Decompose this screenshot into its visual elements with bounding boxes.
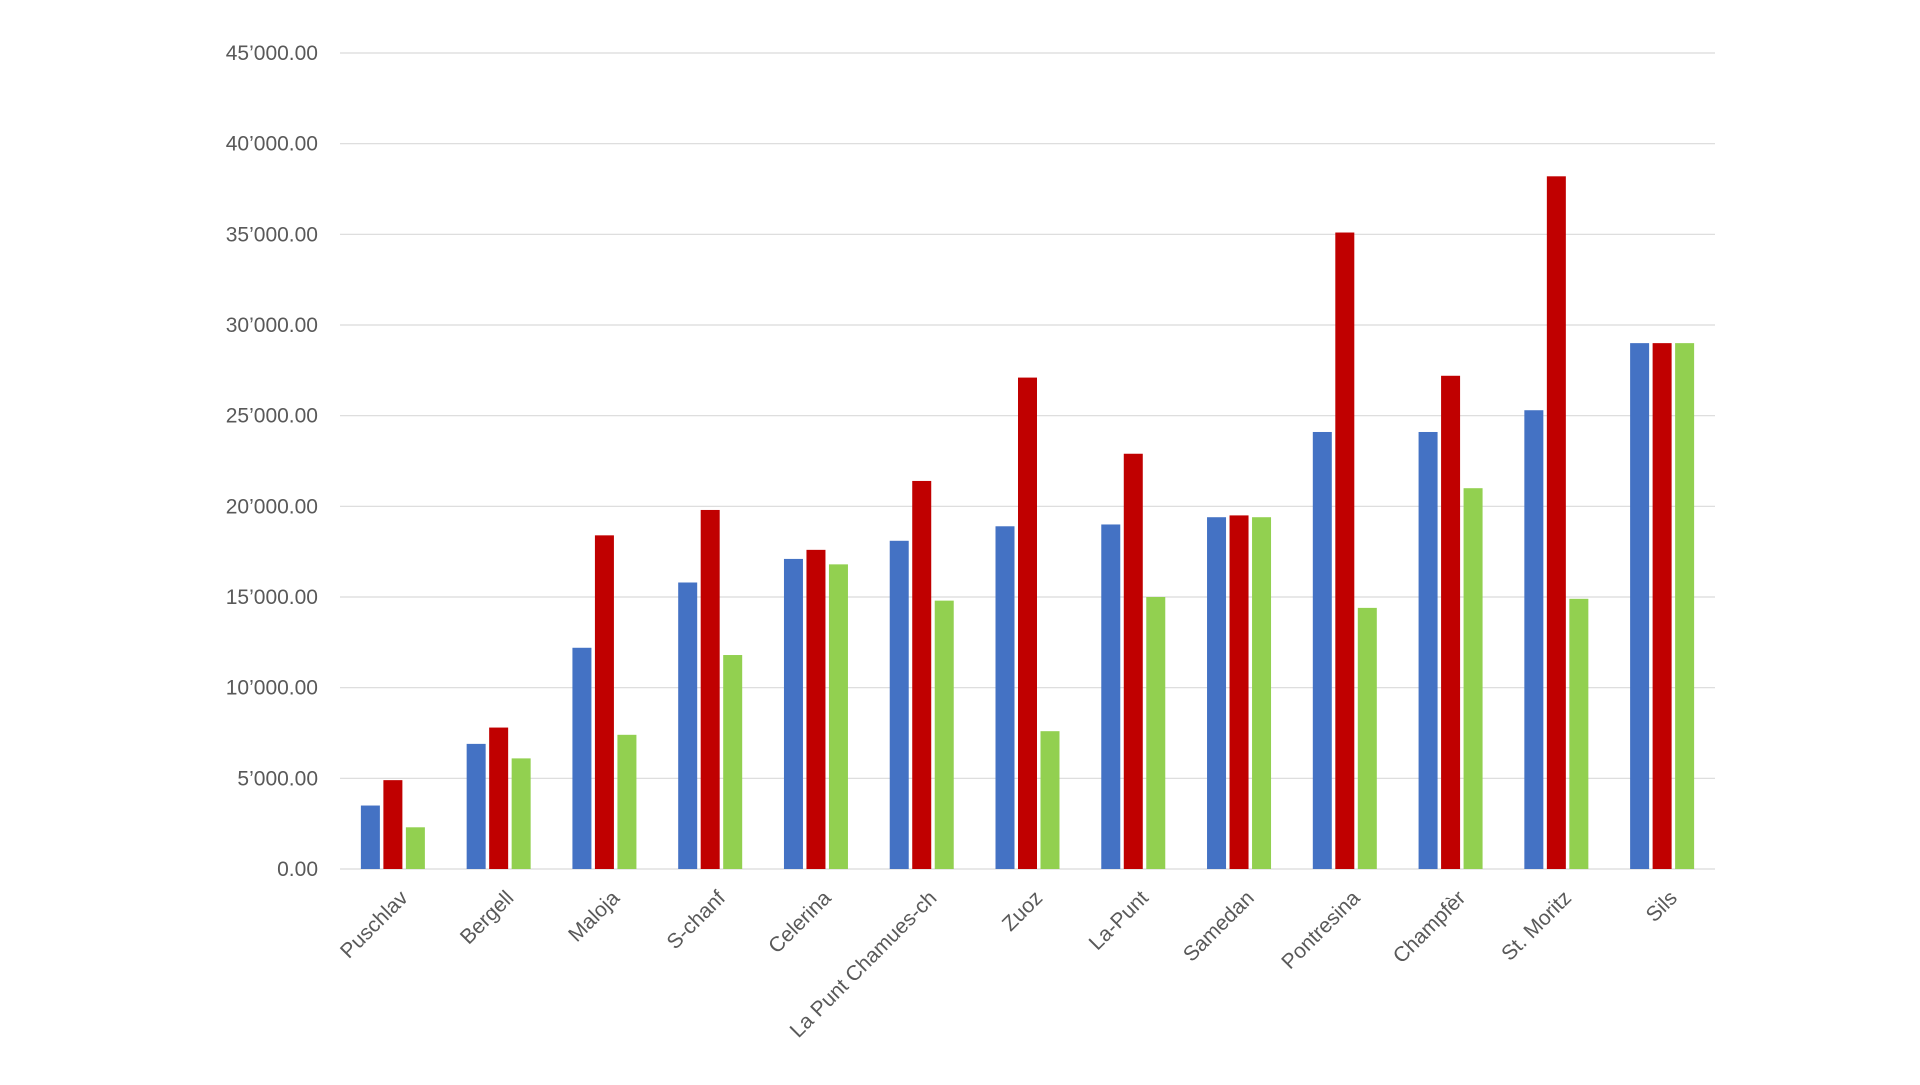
y-tick-label: 10’000.00	[226, 677, 318, 700]
bar-series-3-s-chanf	[723, 655, 743, 869]
bar-series-2-la-punt	[1123, 453, 1143, 869]
x-tick-label: Maloja	[564, 886, 624, 946]
bar-series-3-la-punt	[1146, 597, 1166, 869]
bar-series-2-st-moritz	[1546, 176, 1566, 870]
x-tick-label: Celerina	[764, 886, 836, 958]
bar-series-1-puschlav	[360, 805, 380, 869]
x-tick-label: St. Moritz	[1497, 886, 1576, 965]
y-tick-label: 0.00	[277, 858, 318, 881]
bar-series-2-s-chanf	[700, 509, 720, 869]
bar-series-3-samedan	[1252, 517, 1272, 869]
bar-series-2-zuoz	[1018, 377, 1037, 869]
bar-series-3-bergell	[511, 758, 531, 869]
bar-series-2-maloja	[594, 535, 614, 869]
x-tick-label: Sils	[1642, 886, 1682, 926]
y-tick-label: 30’000.00	[226, 314, 318, 337]
bar-series-3-puschlav	[405, 827, 425, 869]
bar-series-1-zuoz	[995, 526, 1015, 869]
bar-series-2-celerina	[806, 549, 826, 869]
bar-series-3-sils	[1675, 343, 1695, 870]
bar-series-1-pontresina	[1312, 431, 1332, 869]
y-axis-ticks: 0.00 5’000.00 10’000.00 15’000.00 20’000.00 2…	[226, 42, 318, 881]
bar-series-3-pontresina	[1357, 607, 1377, 869]
y-tick-label: 35’000.00	[226, 223, 318, 246]
bar-series-1-bergell	[466, 743, 486, 869]
bar-series-1-champf-r	[1418, 431, 1438, 869]
bar-series-1-maloja	[572, 647, 592, 869]
bar-series-1-st-moritz	[1524, 410, 1544, 869]
bar-series-3-st-moritz	[1569, 598, 1589, 869]
x-tick-label: Puschlav	[336, 886, 413, 963]
x-tick-label: Samedan	[1179, 886, 1259, 966]
bar-series-1-sils	[1630, 343, 1650, 870]
bar-series-2-champf-r	[1441, 375, 1461, 869]
y-tick-label: 40’000.00	[226, 133, 318, 156]
x-tick-label: La-Punt	[1085, 886, 1153, 954]
bar-series-2-sils	[1652, 343, 1672, 870]
y-tick-label: 15’000.00	[226, 586, 318, 609]
bar-series-3-la-punt-chamues-ch	[934, 600, 954, 869]
bar-series-2-puschlav	[383, 780, 403, 869]
x-tick-label: Pontresina	[1277, 886, 1364, 973]
bars	[360, 176, 1695, 870]
y-tick-label: 20’000.00	[226, 495, 318, 518]
bar-series-3-champf-r	[1463, 488, 1483, 869]
bar-series-1-s-chanf	[678, 582, 698, 869]
x-tick-label: Zuoz	[998, 886, 1047, 935]
bar-series-3-celerina	[828, 564, 848, 869]
x-tick-label: Bergell	[456, 886, 518, 948]
bar-series-2-samedan	[1229, 515, 1249, 869]
bar-series-2-pontresina	[1335, 232, 1355, 869]
bar-series-2-bergell	[489, 727, 509, 869]
bar-series-2-la-punt-chamues-ch	[912, 480, 932, 869]
x-tick-label: Champfèr	[1389, 886, 1470, 967]
y-tick-label: 45’000.00	[226, 42, 318, 65]
x-tick-label: S-chanf	[662, 886, 730, 954]
y-tick-label: 25’000.00	[226, 405, 318, 428]
bar-series-3-zuoz	[1040, 731, 1060, 869]
bar-series-3-maloja	[617, 734, 637, 869]
bar-series-1-la-punt-chamues-ch	[889, 540, 909, 869]
bar-series-1-samedan	[1207, 517, 1227, 869]
bar-series-1-la-punt	[1101, 524, 1121, 869]
bar-series-1-celerina	[783, 558, 803, 869]
y-tick-label: 5’000.00	[237, 767, 318, 790]
